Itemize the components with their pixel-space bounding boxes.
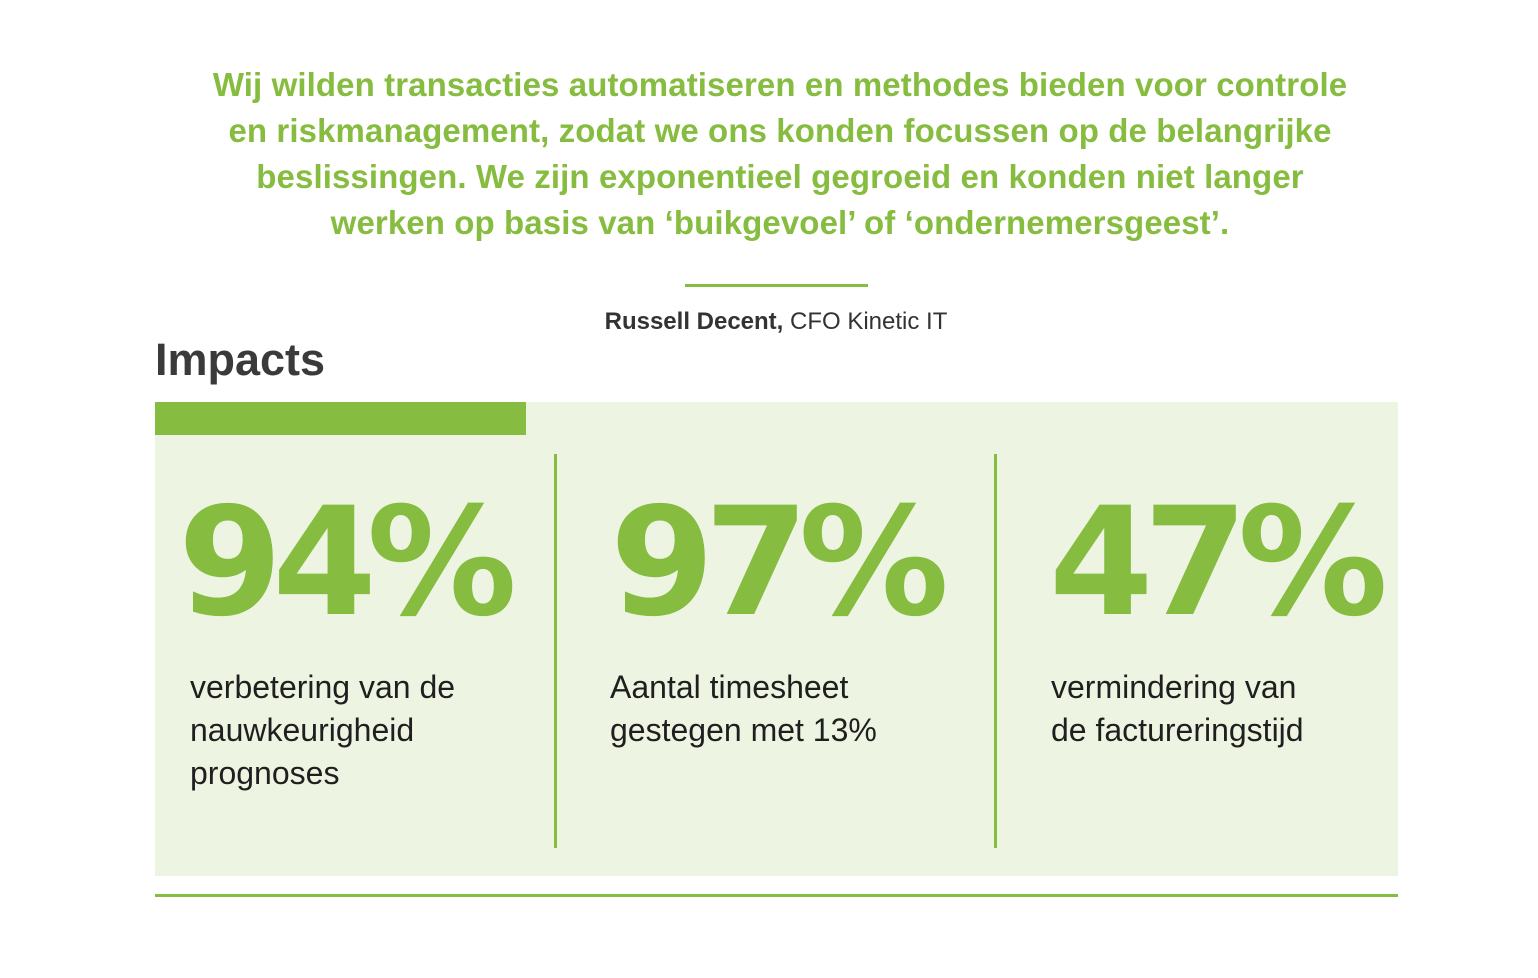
quote-line: beslissingen. We zijn exponentieel gegro… <box>256 158 1304 195</box>
attribution-role: CFO Kinetic IT <box>790 308 948 335</box>
stat-description: Aantal timesheet gestegen met 13% <box>610 666 940 752</box>
stat-description-line: prognoses <box>190 755 340 791</box>
stat-description-line: vermindering van <box>1051 669 1297 705</box>
quote-line: en riskmanagement, zodat we ons konden f… <box>228 112 1332 149</box>
quote: Wij wilden transacties automatiseren en … <box>150 62 1410 246</box>
attribution-name: Russell Decent, <box>604 308 784 335</box>
stat-description: verbetering van de nauwkeurigheid progno… <box>190 666 520 795</box>
stat-description-line: Aantal timesheet <box>610 669 849 705</box>
quote-line: Wij wilden transacties automatiseren en … <box>212 66 1348 103</box>
stat-description-line: nauwkeurigheid <box>190 712 415 748</box>
bottom-divider <box>155 894 1398 897</box>
quote-line: werken op basis van ‘buikgevoel’ of ‘ond… <box>330 204 1230 241</box>
quote-attribution: Russell Decent, CFO Kinetic IT <box>0 308 1538 336</box>
impacts-panel <box>155 402 1398 876</box>
stat-description-line: de factureringstijd <box>1051 712 1304 748</box>
column-divider <box>554 454 557 848</box>
stat-description-line: verbetering van de <box>190 669 456 705</box>
quote-divider <box>685 284 868 287</box>
stat-description-line: gestegen met 13% <box>610 712 877 748</box>
stat-card-timesheets: 97% Aantal timesheet gestegen met 13% <box>610 476 949 748</box>
stat-value: 47% <box>1049 476 1388 650</box>
section-title: Impacts <box>155 334 326 385</box>
stat-value: 97% <box>610 476 949 650</box>
stat-description: vermindering van de factureringstijd <box>1051 666 1381 752</box>
stat-value: 94% <box>178 476 517 650</box>
stat-card-forecast-accuracy: 94% verbetering van de nauwkeurigheid pr… <box>178 476 517 791</box>
column-divider <box>994 454 997 848</box>
stat-card-invoicing-time: 47% vermindering van de factureringstijd <box>1049 476 1388 748</box>
panel-accent-bar <box>155 402 526 435</box>
